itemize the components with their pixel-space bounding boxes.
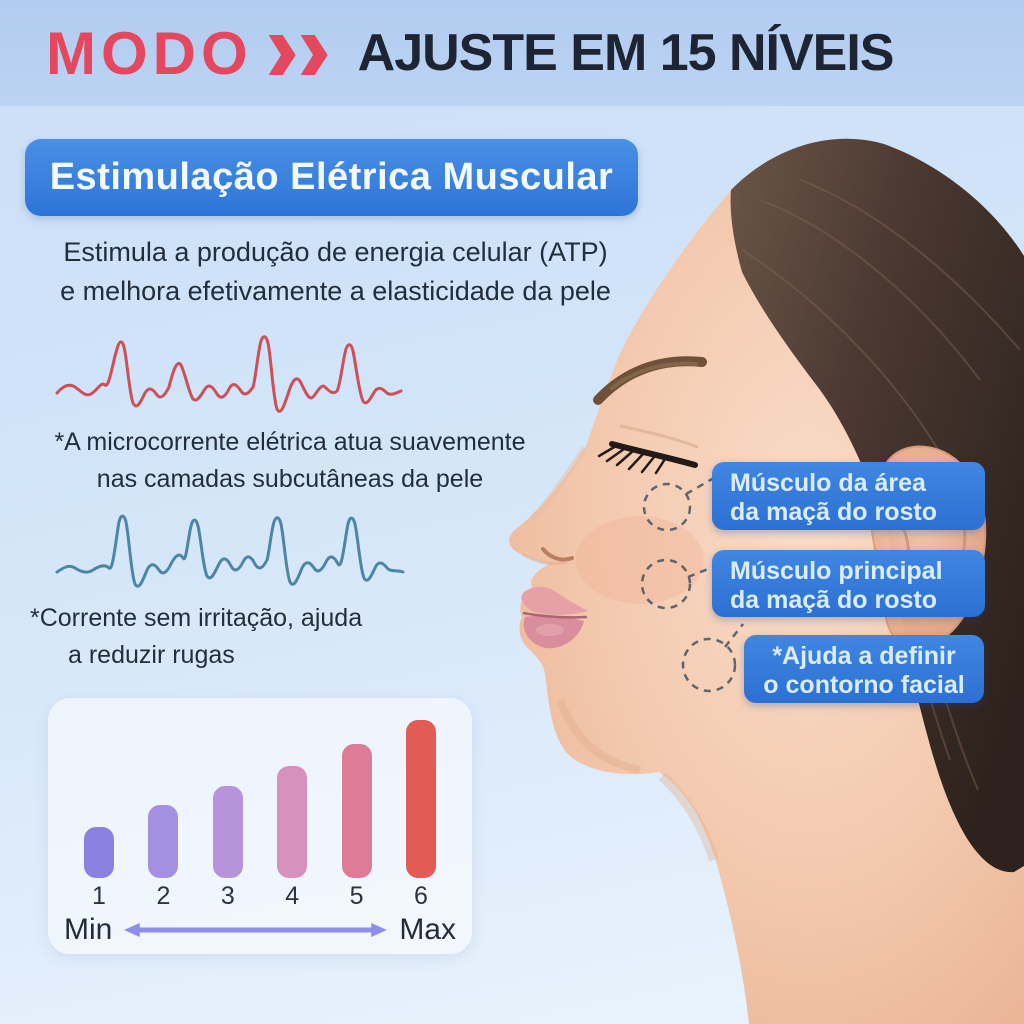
double-chevron-icon [268,35,328,75]
microcurrent-caption: *A microcorrente elétrica atua suavement… [0,424,580,498]
ems-title-text: Estimulação Elétrica Muscular [49,156,614,198]
ems-title-badge: Estimulação Elétrica Muscular [25,139,638,216]
intensity-bar-level-6 [405,720,436,878]
intensity-bar-level-5 [341,744,372,878]
connector-cheek-main [687,565,714,579]
microcurrent-waveform [55,335,403,413]
page-title: AJUSTE EM 15 NÍVEIS [357,24,895,82]
chevron-right-icon [268,35,296,75]
lips [521,586,588,649]
soothing-current-waveform [55,514,405,588]
header-band [0,0,1024,106]
minmax-row: Min Max [64,910,456,950]
microcurrent-waveform-path [55,335,403,413]
callout-contour: *Ajuda a definir o contorno facial [744,635,984,703]
soothing-caption: *Corrente sem irritação, ajuda a reduzir… [30,600,490,674]
neck-shadow [658,772,719,862]
microcurrent-caption-line1: *A microcorrente elétrica atua suavement… [54,428,526,456]
chevron-right-icon [300,35,328,75]
ems-description-line1: Estimula a produção de energia celular (… [63,237,608,267]
callout-cheek-main-line1: Músculo principal [730,557,943,585]
intensity-bars [84,718,436,878]
nose [521,446,588,566]
cheek-blush [576,516,704,604]
callout-cheek-area-line1: Músculo da área [730,469,926,497]
intensity-chart-card: 1 2 3 4 5 6 Min Max [48,698,472,954]
ems-description: Estimula a produção de energia celular (… [8,233,663,311]
intensity-bar-tick-5: 5 [349,882,364,910]
callout-cheek-main-line2: da maçã do rosto [730,586,937,614]
intensity-bar-labels: 1 2 3 4 5 6 [84,882,436,911]
treatment-circle-cheek-main [640,558,692,610]
callout-cheek-area: Músculo da área da maçã do rosto [712,462,985,530]
treatment-circle-contour [681,637,737,693]
eyebrow-highlight [610,361,698,390]
soothing-caption-line2: a reduzir rugas [68,641,235,669]
intensity-bar-tick-3: 3 [220,882,235,910]
min-label: Min [64,913,113,946]
ems-description-line2: e melhora efetivamente a elasticidade da… [60,276,611,306]
max-label: Max [399,913,456,946]
callout-cheek-main: Músculo principal da maçã do rosto [712,550,985,617]
connector-contour [724,623,744,648]
intensity-bar-level-2 [148,805,179,878]
intensity-bar-tick-4: 4 [285,882,300,910]
callout-contour-line2: o contorno facial [763,671,965,699]
callout-contour-line1: *Ajuda a definir [772,642,956,670]
page-header: MODO AJUSTE EM 15 NÍVEIS [46,0,894,106]
intensity-bar-tick-2: 2 [156,882,171,910]
intensity-bar-level-4 [277,766,308,878]
intensity-bar-level-1 [84,827,114,878]
microcurrent-caption-line2: nas camadas subcutâneas da pele [96,465,484,493]
intensity-bar-tick-1: 1 [92,882,106,910]
soothing-current-waveform-path [55,514,405,588]
soothing-caption-line1: *Corrente sem irritação, ajuda [30,604,363,632]
callout-cheek-area-line2: da maçã do rosto [730,498,937,526]
minmax-arrow-wrap [122,922,389,938]
connector-cheek-area [685,476,715,496]
double-arrow-icon [124,923,388,937]
intensity-bar-level-3 [212,786,243,878]
treatment-circle-cheek-area [642,482,692,532]
intensity-bar-tick-6: 6 [414,882,428,910]
treatment-point-annotations [640,476,744,693]
mode-label: MODO [46,19,253,87]
jaw-shadow [556,698,641,774]
closed-eye [597,424,699,475]
